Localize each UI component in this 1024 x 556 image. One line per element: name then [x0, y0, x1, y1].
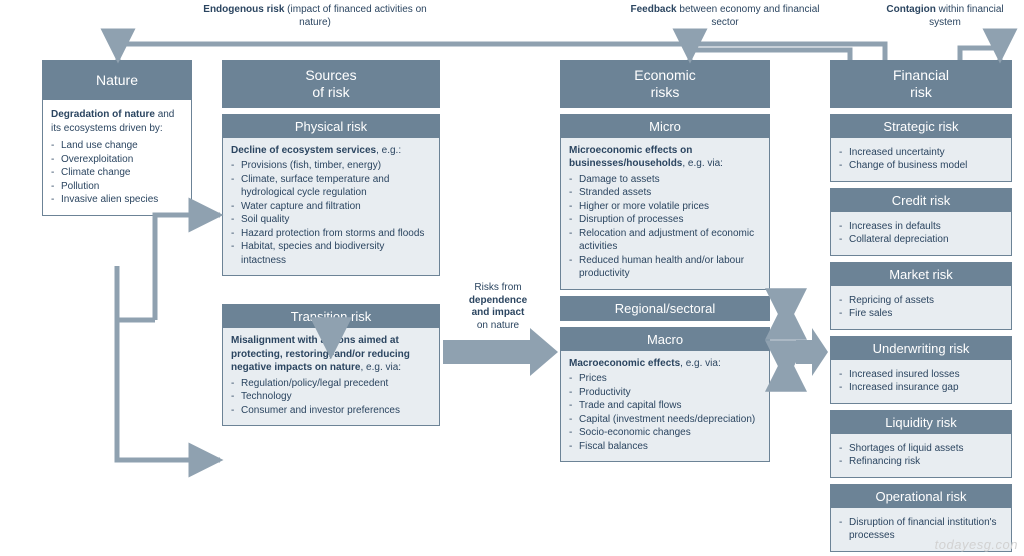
- title-financial-risk: Operational risk: [831, 485, 1011, 508]
- card-macro: Macro Macroeconomic effects, e.g. via: P…: [560, 327, 770, 463]
- nature-body: Degradation of nature and its ecosystems…: [42, 100, 192, 216]
- body-financial-risk: Shortages of liquid assetsRefinancing ri…: [831, 434, 1011, 477]
- list-item: Refinancing risk: [839, 455, 1003, 469]
- col-economic: Economic risks Micro Microeconomic effec…: [560, 60, 770, 462]
- header-financial: Financial risk: [830, 60, 1012, 108]
- title-financial-risk: Market risk: [831, 263, 1011, 286]
- list-item: Increased uncertainty: [839, 146, 1003, 160]
- list-item: Provisions (fish, timber, energy): [231, 159, 431, 173]
- list-item: Relocation and adjustment of economic ac…: [569, 227, 761, 254]
- list-item: Soil quality: [231, 213, 431, 227]
- list-item: Higher or more volatile prices: [569, 200, 761, 214]
- header-economic: Economic risks: [560, 60, 770, 108]
- list-item: Invasive alien species: [51, 193, 183, 207]
- list-item: Climate change: [51, 166, 183, 180]
- list-item: Repricing of assets: [839, 294, 1003, 308]
- list-item: Technology: [231, 390, 431, 404]
- list-item: Trade and capital flows: [569, 399, 761, 413]
- watermark: todayesg.con: [935, 537, 1018, 552]
- title-micro: Micro: [561, 115, 769, 138]
- regional-bar: Regional/sectoral: [560, 296, 770, 321]
- list-item: Change of business model: [839, 159, 1003, 173]
- col-sources: Sources of risk Physical risk Decline of…: [222, 60, 440, 426]
- card-financial-risk: Market riskRepricing of assetsFire sales: [830, 262, 1012, 330]
- col-financial: Financial risk Strategic riskIncreased u…: [830, 60, 1012, 552]
- body-financial-risk: Increases in defaultsCollateral deprecia…: [831, 212, 1011, 255]
- list-item: Overexploitation: [51, 153, 183, 167]
- card-micro: Micro Microeconomic effects on businesse…: [560, 114, 770, 290]
- card-transition: Transition risk Misalignment with action…: [222, 304, 440, 426]
- list-item: Fire sales: [839, 307, 1003, 321]
- list-item: Climate, surface temperature and hydrolo…: [231, 173, 431, 200]
- card-financial-risk: Liquidity riskShortages of liquid assets…: [830, 410, 1012, 478]
- list-item: Regulation/policy/legal precedent: [231, 377, 431, 391]
- list-item: Socio-economic changes: [569, 426, 761, 440]
- title-physical: Physical risk: [223, 115, 439, 138]
- list-item: Prices: [569, 372, 761, 386]
- card-financial-risk: Credit riskIncreases in defaultsCollater…: [830, 188, 1012, 256]
- list-item: Fiscal balances: [569, 440, 761, 454]
- label-endogenous: Endogenous risk (impact of financed acti…: [200, 4, 430, 29]
- list-item: Disruption of processes: [569, 213, 761, 227]
- top-annotations: Endogenous risk (impact of financed acti…: [0, 4, 1024, 42]
- list-item: Damage to assets: [569, 173, 761, 187]
- list-item: Increases in defaults: [839, 220, 1003, 234]
- list-item: Collateral depreciation: [839, 233, 1003, 247]
- body-financial-risk: Repricing of assetsFire sales: [831, 286, 1011, 329]
- body-financial-risk: Increased insured lossesIncreased insura…: [831, 360, 1011, 403]
- label-contagion: Contagion within financial system: [870, 4, 1020, 29]
- list-item: Consumer and investor preferences: [231, 404, 431, 418]
- list-item: Increased insured losses: [839, 368, 1003, 382]
- list-item: Land use change: [51, 139, 183, 153]
- mid-annotation: Risks from dependence and impact on natu…: [448, 282, 548, 332]
- title-financial-risk: Underwriting risk: [831, 337, 1011, 360]
- col-nature: Nature Degradation of nature and its eco…: [42, 60, 192, 216]
- card-physical: Physical risk Decline of ecosystem servi…: [222, 114, 440, 277]
- body-financial-risk: Increased uncertaintyChange of business …: [831, 138, 1011, 181]
- list-item: Hazard protection from storms and floods: [231, 227, 431, 241]
- list-item: Pollution: [51, 180, 183, 194]
- list-item: Reduced human health and/or labour produ…: [569, 254, 761, 281]
- title-financial-risk: Strategic risk: [831, 115, 1011, 138]
- list-item: Water capture and filtration: [231, 200, 431, 214]
- title-transition: Transition risk: [223, 305, 439, 328]
- list-item: Increased insurance gap: [839, 381, 1003, 395]
- list-item: Productivity: [569, 386, 761, 400]
- card-financial-risk: Underwriting riskIncreased insured losse…: [830, 336, 1012, 404]
- list-item: Habitat, species and biodiversity intact…: [231, 240, 431, 267]
- list-item: Stranded assets: [569, 186, 761, 200]
- list-item: Capital (investment needs/depreciation): [569, 413, 761, 427]
- title-macro: Macro: [561, 328, 769, 351]
- title-financial-risk: Credit risk: [831, 189, 1011, 212]
- title-financial-risk: Liquidity risk: [831, 411, 1011, 434]
- header-sources: Sources of risk: [222, 60, 440, 108]
- header-nature: Nature: [42, 60, 192, 100]
- list-item: Shortages of liquid assets: [839, 442, 1003, 456]
- card-financial-risk: Strategic riskIncreased uncertaintyChang…: [830, 114, 1012, 182]
- label-feedback: Feedback between economy and financial s…: [620, 4, 830, 29]
